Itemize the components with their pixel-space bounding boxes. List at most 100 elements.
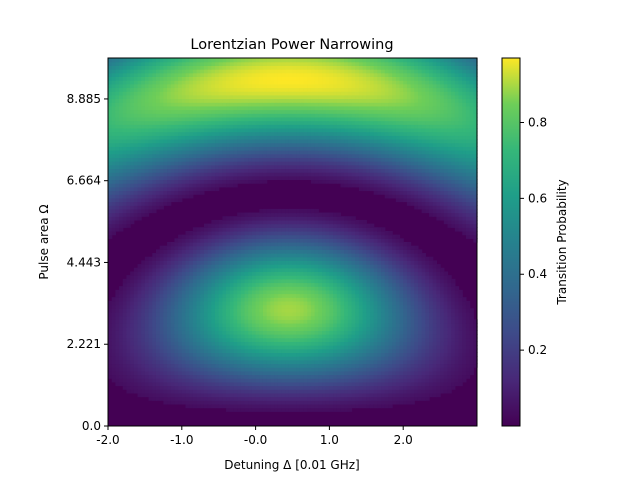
heatmap-cell [277,367,283,372]
heatmap-cell [251,245,257,250]
heatmap-cell [262,378,268,383]
heatmap-cell [366,300,371,306]
heatmap-cell [329,278,334,284]
heatmap-cell [429,260,434,265]
heatmap-cell [259,216,264,221]
heatmap-cell [440,201,445,206]
heatmap-cell [417,322,423,328]
heatmap-cell [296,216,301,221]
heatmap-cell [185,389,190,394]
heatmap-cell [403,190,408,195]
heatmap-cell [299,234,305,239]
heatmap-cell [211,389,216,394]
heatmap-cell [211,308,216,313]
heatmap-cell [296,271,301,276]
heatmap-cell [266,212,271,217]
heatmap-cell [432,197,438,203]
heatmap-cell [314,374,319,379]
heatmap-cell [447,293,452,298]
heatmap-cell [115,300,120,306]
heatmap-cell [425,194,430,199]
heatmap-cell [403,271,408,276]
heatmap-cell [292,249,297,254]
heatmap-cell [185,326,190,331]
heatmap-cell [285,289,290,295]
heatmap-cell [429,256,434,261]
heatmap-cell [108,234,113,239]
heatmap-cell [347,392,353,398]
heatmap-cell [233,249,238,254]
heatmap-cell [141,201,146,206]
heatmap-cell [425,282,430,287]
heatmap-cell [244,345,249,350]
heatmap-cell [369,311,375,317]
heatmap-cell [192,183,198,188]
heatmap-cell [148,197,153,203]
heatmap-cell [251,293,257,298]
heatmap-cell [111,183,116,188]
heatmap-cell [406,275,412,280]
heatmap-cell [392,275,397,280]
heatmap-cell [296,341,301,346]
heatmap-cell [410,356,415,361]
heatmap-cell [277,278,283,284]
heatmap-cell [229,282,235,287]
heatmap-cell [303,359,308,365]
heatmap-cell [137,378,142,383]
heatmap-cell [178,356,183,361]
heatmap-cell [325,396,330,401]
heatmap-cell [130,297,135,302]
heatmap-cell [307,249,312,254]
heatmap-cell [248,293,253,298]
heatmap-cell [152,341,157,346]
heatmap-cell [347,216,353,221]
heatmap-cell [307,212,312,217]
heatmap-cell [410,201,415,206]
heatmap-cell [310,278,316,284]
heatmap-cell [288,389,294,394]
heatmap-cell [473,348,478,353]
heatmap-cell [229,400,235,405]
heatmap-cell [248,234,253,239]
heatmap-cell [215,278,220,284]
heatmap-cell [274,392,279,398]
heatmap-cell [395,381,401,387]
heatmap-cell [473,208,478,214]
heatmap-cell [218,245,223,250]
heatmap-cell [458,212,463,217]
heatmap-cell [369,230,375,236]
heatmap-cell [333,227,338,232]
heatmap-cell [451,194,456,199]
heatmap-cell [429,381,434,387]
heatmap-cell [122,359,128,365]
heatmap-cell [152,330,157,335]
heatmap-cell [130,293,135,298]
heatmap-cell [141,337,146,342]
heatmap-cell [111,345,116,350]
heatmap-cell [218,370,223,376]
heatmap-cell [440,212,445,217]
heatmap-cell [259,315,264,320]
heatmap-cell [351,345,356,350]
heatmap-cell [436,278,441,284]
heatmap-cell [447,212,452,217]
heatmap-cell [262,223,268,228]
heatmap-cell [170,326,176,331]
heatmap-cell [262,341,268,346]
heatmap-cell [296,282,301,287]
heatmap-cell [259,219,264,225]
heatmap-cell [259,396,264,401]
heatmap-cell [141,297,146,302]
heatmap-cell [303,381,308,387]
heatmap-cell [429,194,434,199]
heatmap-cell [307,352,312,357]
heatmap-cell [388,389,393,394]
heatmap-cell [403,253,408,258]
heatmap-cell [347,403,353,409]
heatmap-cell [233,363,238,368]
heatmap-cell [185,253,190,258]
heatmap-cell [170,242,176,247]
heatmap-cell [381,389,386,394]
heatmap-cell [403,345,408,350]
heatmap-cell [196,242,201,247]
